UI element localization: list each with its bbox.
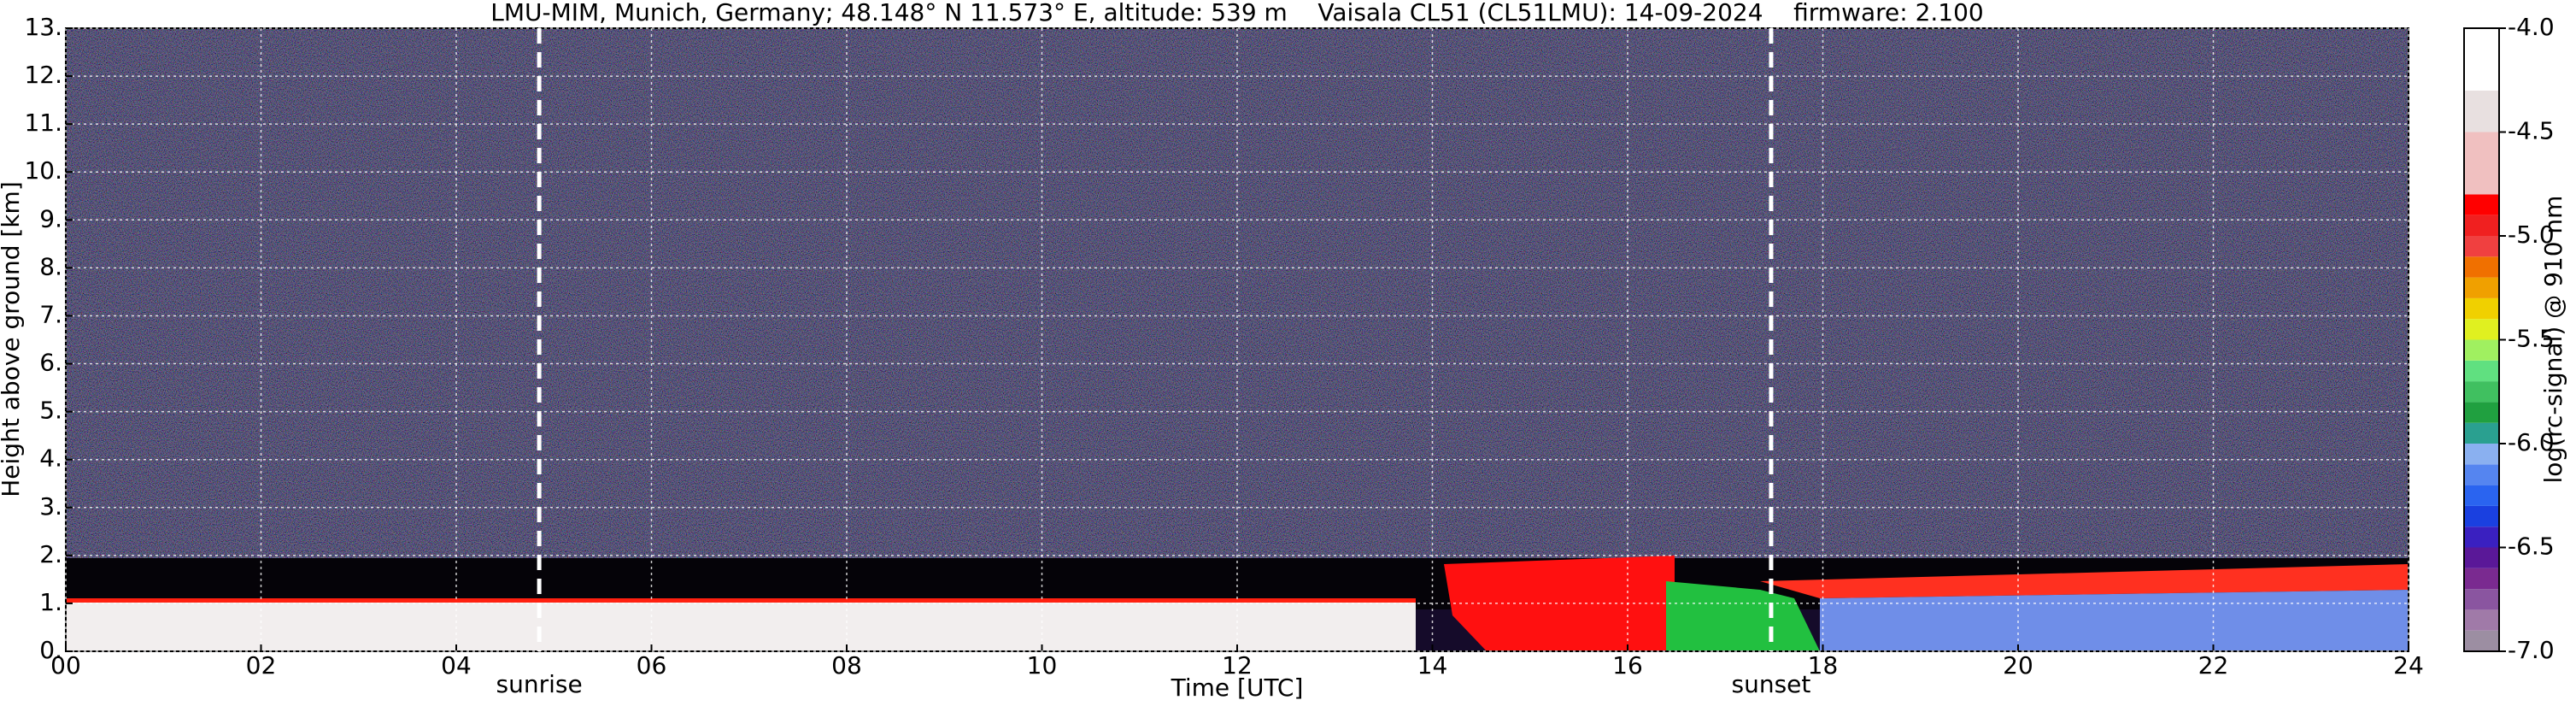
colorbar-bin (2464, 256, 2499, 278)
colorbar-bin (2464, 132, 2499, 195)
chart-title: LMU-MIM, Munich, Germany; 48.148° N 11.5… (490, 0, 1984, 26)
annotation-label: sunrise (496, 670, 583, 698)
colorbar-bin (2464, 464, 2499, 485)
colorbar-bin (2464, 568, 2499, 590)
cloud-layer (1444, 556, 1675, 651)
colorbar-bin (2464, 402, 2499, 423)
x-tick-label: 12 (1222, 651, 1253, 680)
colorbar-bin (2464, 297, 2499, 320)
stable-layer (1820, 590, 2409, 651)
y-tick-label: 7. (39, 300, 62, 328)
colorbar-bin (2464, 360, 2499, 382)
colorbar-tick-label: -5.0 (2508, 221, 2555, 249)
colorbar-bin (2464, 90, 2499, 132)
y-tick-label: 10. (24, 156, 62, 185)
colorbar-bin (2464, 277, 2499, 298)
x-tick-label: 24 (2393, 651, 2424, 680)
y-tick-label: 3. (39, 492, 62, 521)
x-tick-label: 16 (1612, 651, 1643, 680)
colorbar-tick-label: -5.5 (2508, 325, 2555, 353)
x-tick-label: 02 (246, 651, 277, 680)
y-tick-label: 0. (39, 636, 62, 664)
colorbar-bin (2464, 589, 2499, 610)
x-tick-label: 04 (441, 651, 472, 680)
colorbar-label: log(rc-signal) @ 910 nm (2539, 196, 2567, 484)
y-tick-label: 8. (39, 252, 62, 280)
x-tick-label: 18 (1808, 651, 1839, 680)
x-axis-label: Time [UTC] (1171, 674, 1304, 702)
colorbar-bin (2464, 505, 2499, 527)
colorbar-bin (2464, 547, 2499, 568)
x-tick-label: 22 (2198, 651, 2229, 680)
colorbar-tick-label: -4.5 (2508, 117, 2555, 145)
y-tick-label: 2. (39, 540, 62, 568)
colorbar-bin (2464, 609, 2499, 631)
y-tick-label: 6. (39, 349, 62, 377)
residual-top (1760, 564, 2409, 598)
x-tick-label: 06 (637, 651, 667, 680)
y-tick-label: 5. (39, 397, 62, 425)
colorbar-tick-label: -4.0 (2508, 13, 2555, 41)
colorbar-bin (2464, 339, 2499, 361)
colorbar-bin (2464, 236, 2499, 257)
y-tick-label: 4. (39, 444, 62, 473)
boundary-layer (66, 603, 1416, 651)
colorbar-bin (2464, 527, 2499, 548)
y-tick-label: 1. (39, 588, 62, 616)
colorbar-bin (2464, 630, 2499, 651)
green-layer (1666, 581, 1820, 651)
colorbar-bin (2464, 319, 2499, 340)
colorbar-tick-label: -6.5 (2508, 532, 2555, 561)
y-tick-label: 11. (24, 109, 62, 137)
colorbar-bin (2464, 444, 2499, 465)
colorbar-bin (2464, 422, 2499, 444)
colorbar-bin (2464, 485, 2499, 506)
colorbar-bin (2464, 28, 2499, 91)
colorbar-tick-label: -6.0 (2508, 428, 2555, 456)
colorbar-bin (2464, 194, 2499, 215)
x-tick-label: 20 (2003, 651, 2033, 680)
x-tick-label: 10 (1027, 651, 1058, 680)
annotation-label: sunset (1732, 670, 1811, 698)
y-tick-label: 12. (24, 61, 62, 89)
y-axis-label: Height above ground [km] (0, 181, 25, 497)
x-tick-label: 14 (1417, 651, 1448, 680)
colorbar-bin (2464, 381, 2499, 403)
x-tick-label: 00 (50, 651, 81, 680)
y-tick-label: 13. (24, 13, 62, 41)
colorbar-tick-label: -7.0 (2508, 636, 2555, 664)
colorbar-bin (2464, 215, 2499, 236)
x-tick-label: 08 (831, 651, 862, 680)
y-tick-label: 9. (39, 204, 62, 232)
